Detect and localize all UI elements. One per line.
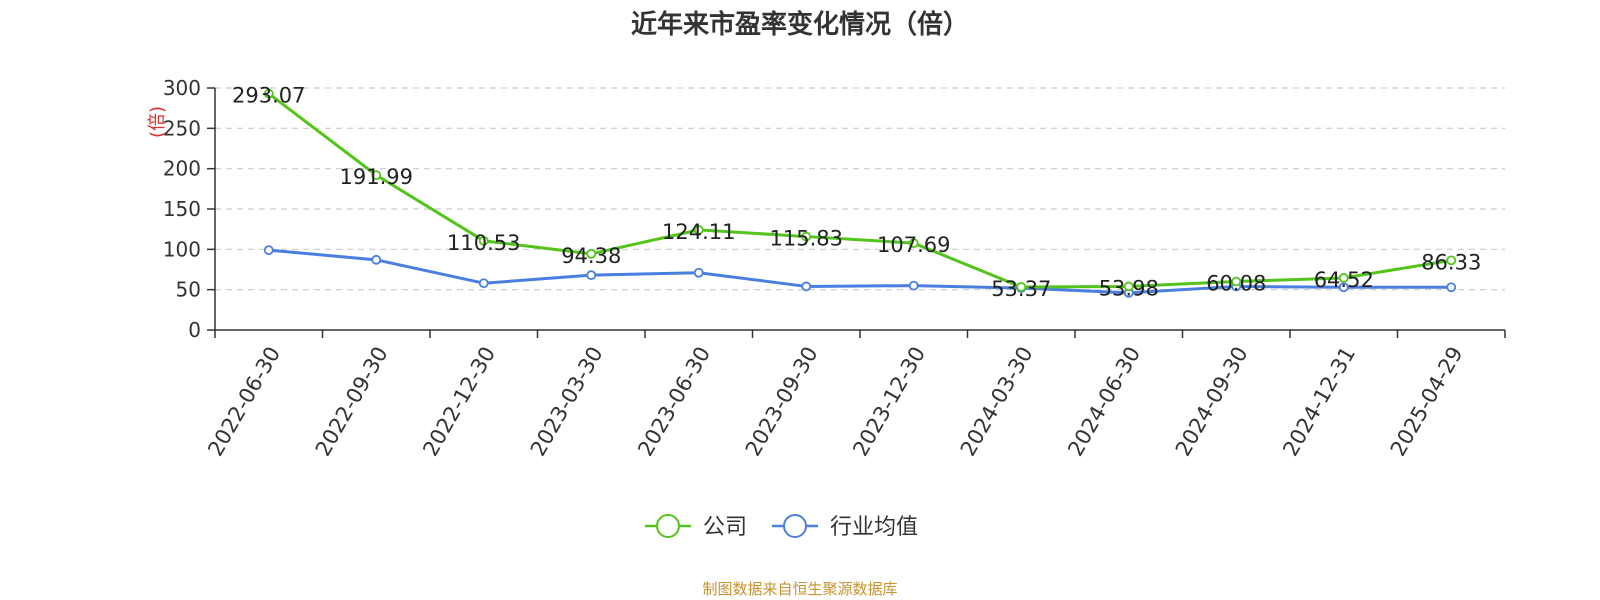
- y-tick-labels: 0 50 100 150 200 250 300: [163, 76, 201, 342]
- axes: [207, 87, 1506, 338]
- data-label: 94.38: [561, 244, 621, 268]
- data-point[interactable]: [908, 280, 919, 291]
- data-point[interactable]: [801, 281, 812, 292]
- data-label: 60.08: [1206, 272, 1266, 296]
- source-footer: 制图数据来自恒生聚源数据库: [702, 580, 898, 598]
- x-tick-labels: 2022-06-30 2022-09-30 2022-12-30 2023-03-30…: [203, 343, 1467, 461]
- y-tick-label: 100: [163, 237, 201, 261]
- legend-item[interactable]: 公司: [645, 514, 747, 540]
- series-lines: [267, 92, 1452, 295]
- data-labels: 293.07 191.99 110.53 94.38 124.11 115.83 107.6…: [232, 84, 1481, 301]
- data-point[interactable]: [371, 254, 382, 265]
- x-tick-label: 2023-12-30: [848, 343, 930, 461]
- x-tick-label: 2024-03-30: [956, 343, 1038, 461]
- data-point[interactable]: [478, 235, 489, 246]
- data-label: 191.99: [340, 165, 413, 189]
- data-point[interactable]: [1338, 273, 1349, 283]
- legend-marker: [783, 514, 807, 538]
- y-tick-label: 250: [163, 116, 201, 140]
- x-tick-label: 2023-06-30: [633, 343, 715, 461]
- data-point[interactable]: [1123, 281, 1134, 292]
- data-label: 64.52: [1314, 268, 1374, 292]
- data-point[interactable]: [478, 278, 489, 289]
- data-point[interactable]: [586, 270, 597, 281]
- data-point[interactable]: [263, 88, 274, 99]
- data-point[interactable]: [263, 245, 274, 256]
- data-point[interactable]: [693, 267, 704, 278]
- data-point[interactable]: [693, 224, 704, 235]
- data-label: 107.69: [877, 233, 950, 257]
- data-label: 53.98: [1099, 276, 1159, 300]
- data-label: 53.37: [991, 277, 1051, 301]
- data-point[interactable]: [1446, 255, 1457, 266]
- x-tick-label: 2024-06-30: [1063, 343, 1145, 461]
- x-tick-label: 2025-04-29: [1386, 343, 1468, 461]
- data-label: 110.53: [447, 231, 520, 255]
- data-point[interactable]: [801, 231, 812, 242]
- x-tick-label: 2022-06-30: [203, 343, 285, 461]
- legend-label: 公司: [703, 515, 747, 540]
- data-point[interactable]: [586, 248, 597, 259]
- series-points: [263, 88, 1457, 298]
- y-tick-label: 50: [176, 278, 201, 302]
- data-point[interactable]: [1231, 276, 1242, 287]
- x-tick-label: 2023-03-30: [526, 343, 608, 461]
- data-point[interactable]: [1338, 282, 1349, 293]
- data-point[interactable]: [908, 238, 919, 249]
- series-line: [268, 248, 1452, 295]
- legend-item[interactable]: 行业均值: [772, 514, 918, 540]
- y-tick-label: 150: [163, 197, 201, 221]
- data-label: 124.11: [662, 220, 735, 244]
- x-tick-label: 2024-09-30: [1171, 343, 1253, 461]
- x-tick-label: 2022-12-30: [418, 343, 500, 461]
- series-line: [267, 92, 1452, 289]
- data-point[interactable]: [1446, 282, 1457, 293]
- y-axis-label: (倍): [147, 106, 168, 138]
- data-point[interactable]: [371, 170, 382, 181]
- y-tick-label: 0: [188, 318, 201, 342]
- x-tick-label: 2022-09-30: [311, 343, 393, 461]
- data-label: 293.07: [232, 84, 305, 108]
- x-tick-label: 2024-12-31: [1278, 343, 1360, 461]
- data-label: 86.33: [1421, 250, 1481, 274]
- y-tick-label: 300: [163, 76, 201, 100]
- chart-title: 近年来市盈率变化情况（倍）: [630, 10, 969, 40]
- data-label: 115.83: [770, 227, 843, 251]
- legend-marker: [656, 514, 680, 538]
- y-tick-label: 200: [163, 157, 201, 181]
- legend: 公司 行业均值: [645, 514, 918, 540]
- data-point[interactable]: [1016, 282, 1027, 292]
- legend-label: 行业均值: [830, 515, 918, 540]
- x-tick-label: 2023-09-30: [741, 343, 823, 461]
